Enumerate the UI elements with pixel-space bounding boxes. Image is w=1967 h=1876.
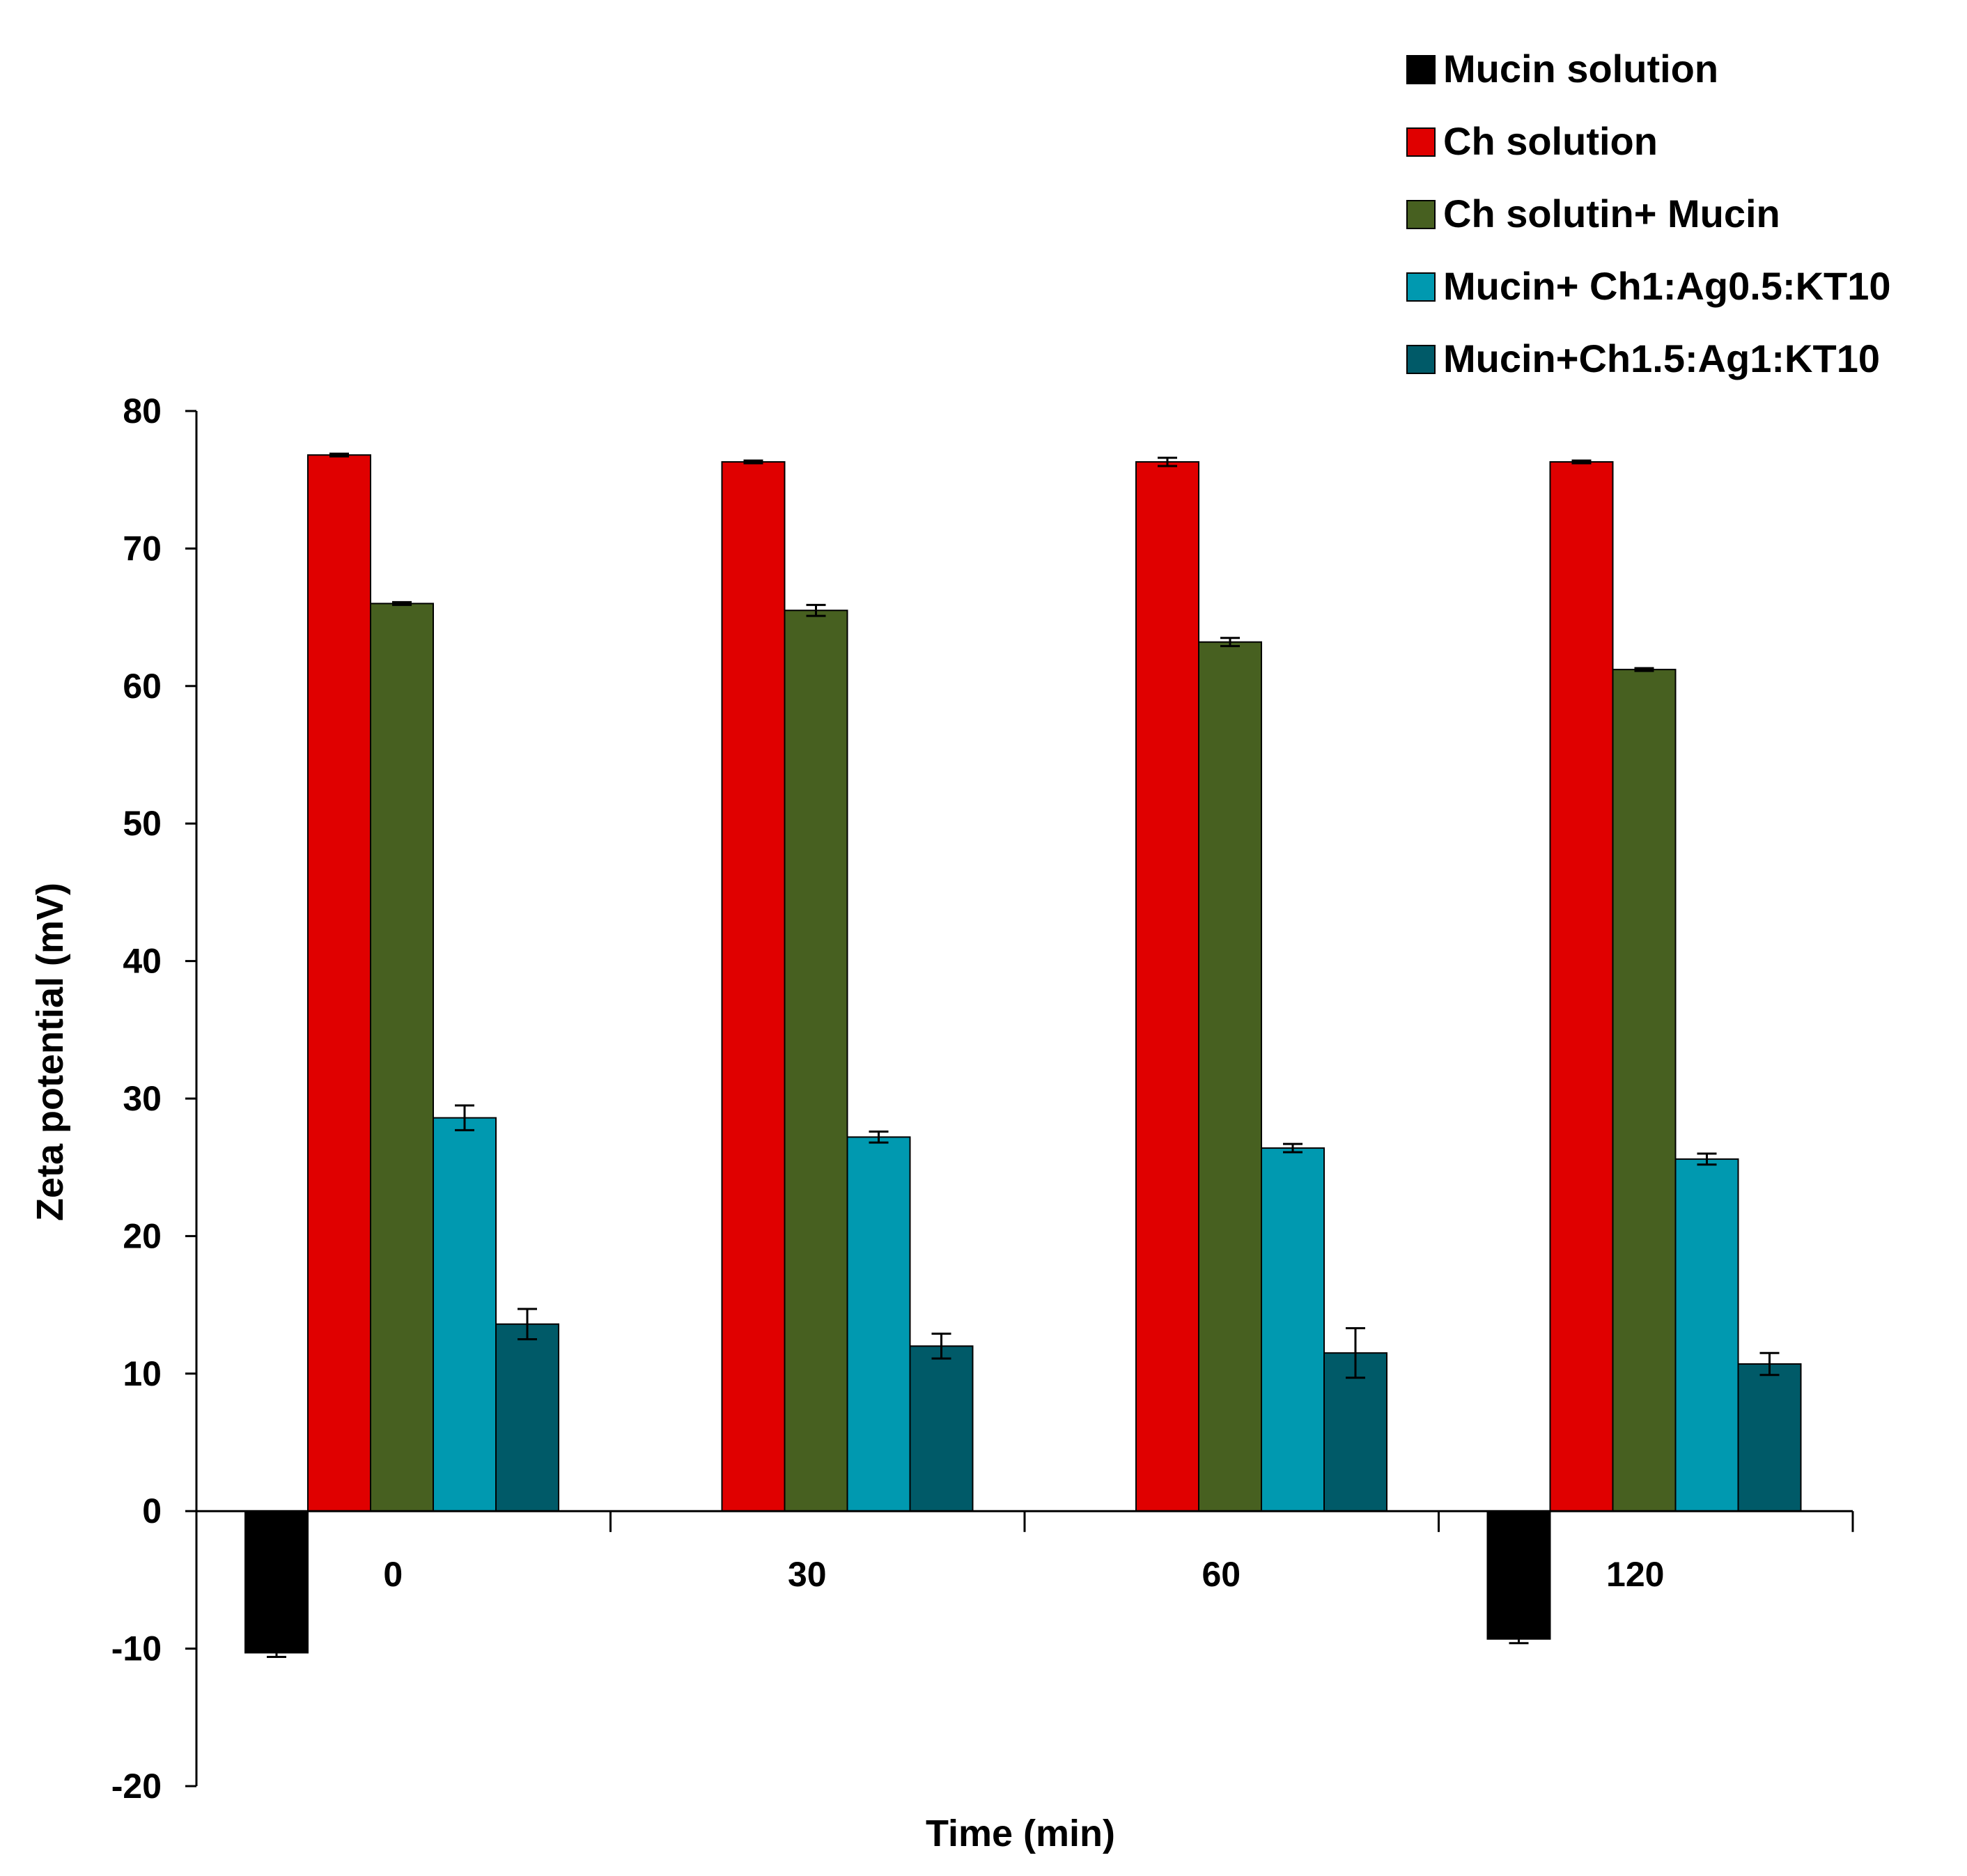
bar bbox=[244, 1510, 309, 1654]
legend-swatch bbox=[1406, 200, 1436, 229]
bar bbox=[1135, 461, 1199, 1512]
error-bar bbox=[743, 459, 763, 465]
y-tick-label: 80 bbox=[123, 392, 162, 431]
legend-item: Ch solutin+ Mucin bbox=[1406, 192, 1780, 235]
x-tick-label: 60 bbox=[1202, 1555, 1241, 1594]
error-bar bbox=[1571, 459, 1592, 465]
y-tick-label: 60 bbox=[123, 667, 162, 706]
x-axis-title: Time (min) bbox=[926, 1813, 1115, 1854]
y-tick-label: 20 bbox=[123, 1216, 162, 1255]
bar bbox=[1612, 669, 1677, 1512]
legend-label: Ch solutin+ Mucin bbox=[1443, 192, 1780, 235]
bar bbox=[370, 603, 434, 1512]
legend-swatch bbox=[1406, 345, 1436, 374]
legend-label: Mucin+ Ch1:Ag0.5:KT10 bbox=[1443, 264, 1891, 308]
legend-label: Mucin+Ch1.5:Ag1:KT10 bbox=[1443, 336, 1880, 380]
y-tick-label: 30 bbox=[123, 1079, 162, 1118]
legend-swatch bbox=[1406, 55, 1436, 84]
y-tick-label: 10 bbox=[123, 1354, 162, 1393]
error-bar bbox=[267, 1648, 286, 1658]
y-tick-label: -20 bbox=[111, 1767, 162, 1806]
bar bbox=[1737, 1363, 1802, 1512]
y-axis-title: Zeta potential (mV) bbox=[29, 883, 71, 1221]
bar bbox=[1261, 1147, 1325, 1512]
error-bar bbox=[392, 600, 412, 606]
error-bar bbox=[869, 1130, 889, 1144]
y-tick-label: 40 bbox=[123, 942, 162, 981]
error-bar bbox=[1697, 1152, 1717, 1166]
bar bbox=[307, 454, 371, 1512]
bar bbox=[909, 1345, 974, 1512]
bar bbox=[1323, 1352, 1387, 1512]
y-tick-label: 50 bbox=[123, 804, 162, 843]
error-bar bbox=[1509, 1634, 1529, 1645]
legend-item: Mucin+Ch1.5:Ag1:KT10 bbox=[1406, 336, 1880, 380]
y-tick-label: -10 bbox=[111, 1629, 162, 1668]
error-bar bbox=[1283, 1142, 1303, 1154]
error-bar bbox=[329, 452, 349, 458]
error-bar bbox=[931, 1333, 951, 1360]
legend: Mucin solution Ch solution Ch solutin+ Muc… bbox=[1406, 47, 1891, 380]
error-bar bbox=[1220, 637, 1240, 648]
error-bar bbox=[455, 1104, 474, 1131]
legend-swatch bbox=[1406, 127, 1436, 157]
bar bbox=[1549, 461, 1614, 1512]
error-bar bbox=[1346, 1327, 1365, 1379]
bar bbox=[1198, 641, 1262, 1512]
x-tick-label: 30 bbox=[788, 1555, 827, 1594]
y-tick-label: 0 bbox=[142, 1491, 162, 1530]
x-tick-label: 0 bbox=[383, 1555, 403, 1594]
bar bbox=[495, 1323, 559, 1512]
legend-swatch bbox=[1406, 272, 1436, 302]
axes-layer bbox=[185, 410, 1854, 1788]
bars-layer bbox=[244, 452, 1802, 1658]
legend-item: Ch solution bbox=[1406, 119, 1658, 163]
labels-layer: 80 70 60 50 40 30 20 10 0 -10 -20 0 30 60 120 bbox=[111, 392, 1665, 1806]
bar bbox=[721, 461, 786, 1512]
legend-label: Mucin solution bbox=[1443, 47, 1718, 91]
x-tick-label: 120 bbox=[1606, 1555, 1664, 1594]
error-bar bbox=[518, 1308, 537, 1340]
error-bar bbox=[1759, 1351, 1780, 1377]
error-bar bbox=[806, 603, 826, 617]
legend-label: Ch solution bbox=[1443, 119, 1658, 163]
y-tick-label: 70 bbox=[123, 529, 162, 568]
error-bar bbox=[1158, 456, 1177, 467]
legend-item: Mucin+ Ch1:Ag0.5:KT10 bbox=[1406, 264, 1891, 308]
legend-item: Mucin solution bbox=[1406, 47, 1718, 91]
bar bbox=[1674, 1158, 1739, 1512]
error-bar bbox=[1634, 667, 1654, 672]
bar bbox=[846, 1136, 911, 1512]
bar bbox=[1486, 1510, 1551, 1640]
bar bbox=[433, 1117, 497, 1512]
bar bbox=[784, 610, 848, 1512]
